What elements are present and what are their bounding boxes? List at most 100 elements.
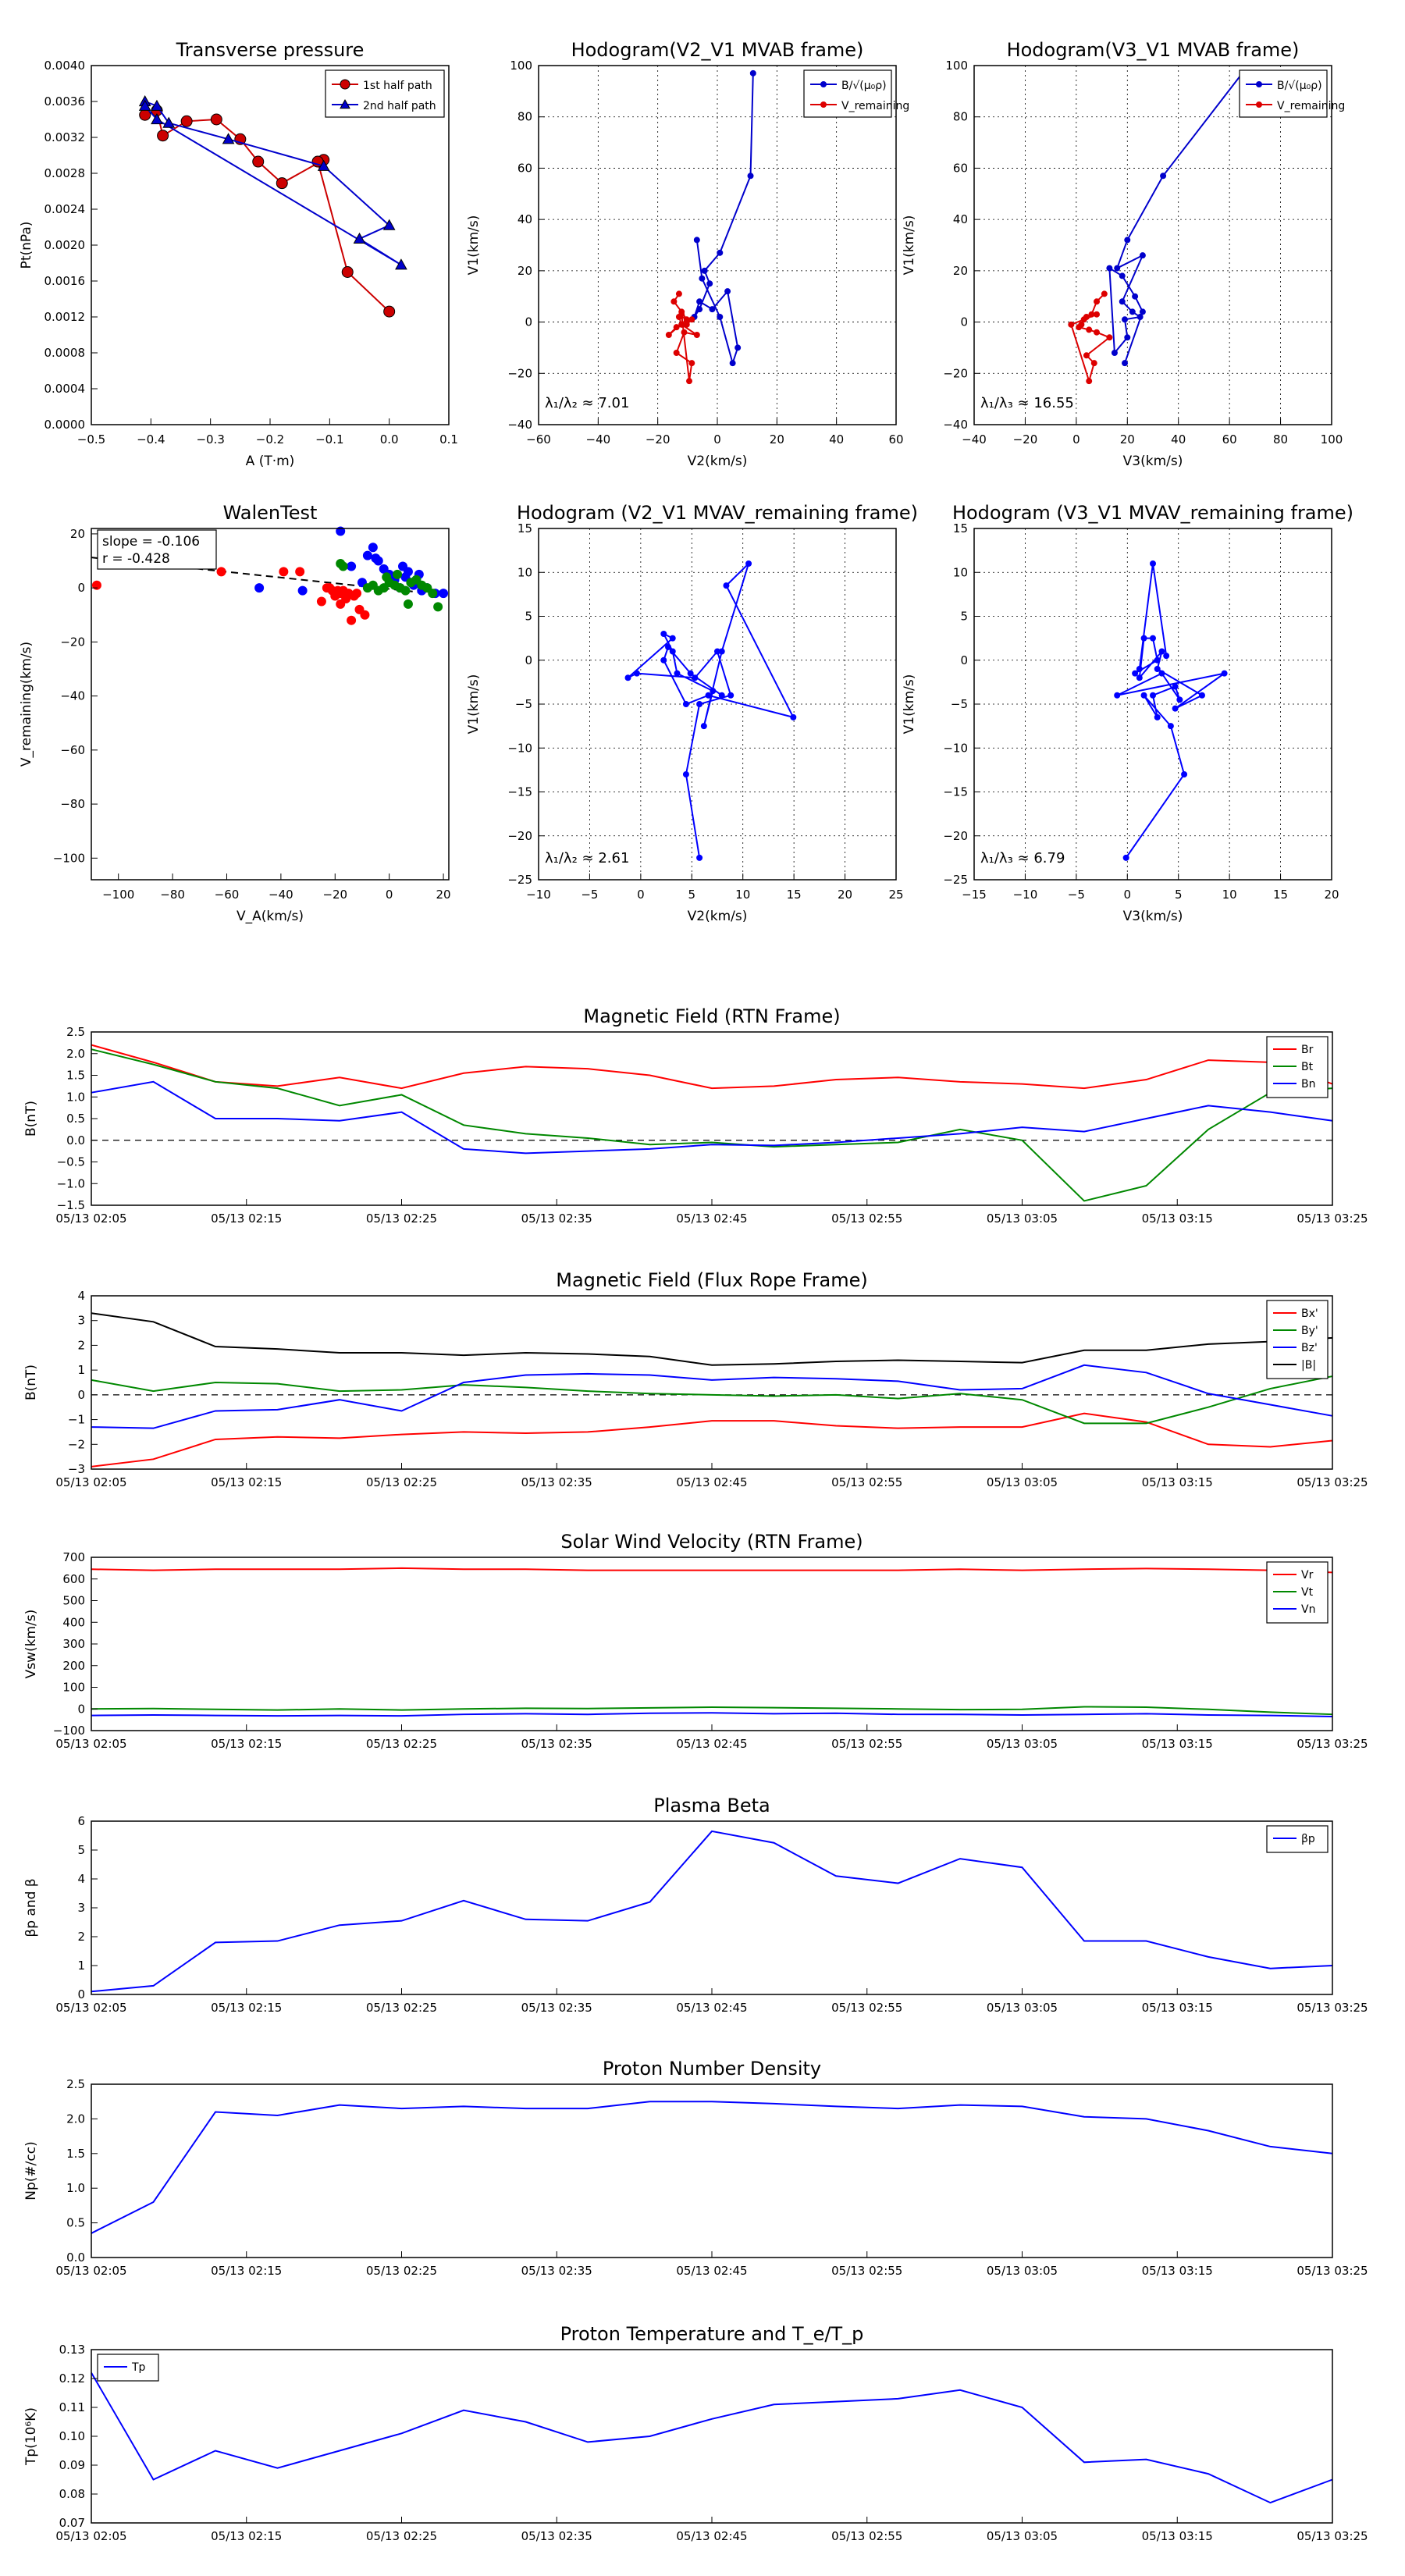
r-label: r = -0.428 — [102, 551, 170, 567]
data-point — [749, 69, 756, 76]
x-tick-label: −20 — [322, 888, 347, 902]
data-point — [693, 332, 700, 338]
x-tick-label: −5 — [581, 888, 598, 902]
series-line — [1116, 563, 1225, 859]
y-tick-label: 5 — [77, 1843, 85, 1857]
data-point — [1150, 692, 1156, 699]
chart-title: Proton Temperature and T_e/T_p — [560, 2323, 864, 2345]
data-point — [347, 615, 357, 625]
x-tick-label: 05/13 03:25 — [1297, 2529, 1368, 2543]
series-line-βp — [91, 1830, 1333, 1993]
data-point — [353, 232, 366, 244]
data-point — [382, 572, 392, 582]
x-tick-label: −0.1 — [315, 432, 343, 447]
y-axis-label: V_remaining(km/s) — [19, 642, 34, 767]
y-axis-label: B(nT) — [23, 1364, 39, 1400]
x-axis-label: V2(km/s) — [688, 454, 748, 469]
y-tick-label: −60 — [60, 743, 85, 757]
legend-entry: By' — [1301, 1325, 1318, 1337]
data-point — [279, 567, 289, 577]
y-tick-label: 1.0 — [66, 1090, 85, 1104]
y-tick-label: 0.0036 — [44, 94, 86, 109]
y-tick-label: 0.5 — [66, 1112, 85, 1126]
x-tick-label: 05/13 03:25 — [1297, 2001, 1368, 2015]
x-tick-label: 05/13 02:05 — [55, 1737, 126, 1751]
y-tick-label: 2 — [77, 1930, 85, 1944]
y-tick-label: −10 — [943, 741, 968, 755]
legend-box — [1239, 69, 1328, 118]
timeseries-beta: Plasma Beta βp and β 05/13 02:05 05/13 02:1… — [23, 1795, 1368, 2015]
data-point — [688, 360, 695, 367]
data-point — [180, 115, 193, 127]
x-tick-label: 05/13 02:35 — [521, 2264, 592, 2278]
y-tick-label: −5 — [515, 697, 532, 711]
x-tick-label: 05/13 02:05 — [55, 2264, 126, 2278]
y-tick-label: 200 — [62, 1659, 85, 1673]
data-point — [151, 112, 163, 125]
y-tick-label: 500 — [62, 1594, 85, 1608]
series-line — [144, 101, 402, 266]
eigenvalue-ratio-label: λ₁/λ₃ ≈ 6.79 — [980, 850, 1065, 866]
series-0 — [91, 567, 370, 625]
data-point — [340, 79, 350, 90]
data-point — [1256, 81, 1262, 87]
data-point — [696, 298, 703, 305]
y-tick-label: −40 — [60, 689, 85, 703]
series-line-|B| — [91, 1312, 1333, 1366]
series-line-Bx' — [91, 1412, 1333, 1468]
data-point — [692, 674, 699, 681]
data-point — [747, 173, 754, 180]
plot-frame — [91, 1557, 1333, 1731]
data-point — [295, 567, 305, 577]
x-tick-label: 15 — [787, 888, 802, 902]
y-tick-label: 0 — [77, 581, 85, 595]
x-tick-label: −80 — [160, 888, 185, 902]
y-axis-label: V1(km/s) — [466, 215, 482, 276]
series-1 — [138, 94, 407, 270]
data-point — [710, 688, 717, 695]
x-axis-label: V3(km/s) — [1123, 909, 1183, 924]
y-tick-label: 20 — [70, 527, 85, 541]
data-point — [1158, 648, 1165, 655]
data-point — [210, 113, 222, 126]
data-point — [371, 553, 381, 564]
x-tick-label: 20 — [770, 432, 784, 447]
x-tick-label: 05/13 03:15 — [1142, 1475, 1213, 1489]
series-line — [668, 293, 698, 382]
y-tick-label: 0.0016 — [44, 274, 86, 288]
data-point — [693, 237, 700, 244]
y-tick-label: 80 — [518, 110, 532, 124]
data-point — [338, 561, 348, 571]
y-tick-label: 0.10 — [59, 2429, 85, 2443]
y-tick-label: −1.5 — [57, 1198, 85, 1212]
y-tick-label: 0 — [960, 653, 968, 667]
data-point — [252, 155, 265, 168]
x-tick-label: 0 — [713, 432, 721, 447]
data-point — [745, 560, 752, 567]
data-point — [1158, 670, 1165, 677]
data-point — [297, 585, 308, 596]
x-tick-label: 05/13 02:45 — [676, 1737, 747, 1751]
data-point — [1083, 352, 1090, 359]
series-line — [627, 563, 795, 859]
chart-title: Transverse pressure — [176, 39, 365, 61]
x-tick-label: 5 — [1175, 888, 1183, 902]
y-axis-label: V1(km/s) — [902, 674, 917, 735]
data-point — [91, 580, 101, 590]
legend-entry: Bz' — [1301, 1342, 1318, 1354]
data-point — [1068, 321, 1075, 328]
x-tick-label: 20 — [1324, 888, 1339, 902]
x-tick-label: 10 — [1222, 888, 1237, 902]
x-tick-label: −10 — [526, 888, 551, 902]
y-tick-label: −1.0 — [57, 1176, 85, 1190]
series-line-Vn — [91, 1712, 1333, 1717]
x-tick-label: 05/13 03:15 — [1142, 2001, 1213, 2015]
x-tick-label: −60 — [526, 432, 551, 447]
legend-box — [325, 69, 445, 118]
data-point — [699, 275, 706, 282]
y-tick-label: −100 — [53, 851, 85, 865]
x-tick-label: −40 — [269, 888, 293, 902]
y-tick-label: 0.0032 — [44, 130, 86, 144]
data-point — [705, 692, 712, 699]
x-tick-label: 0 — [386, 888, 393, 902]
